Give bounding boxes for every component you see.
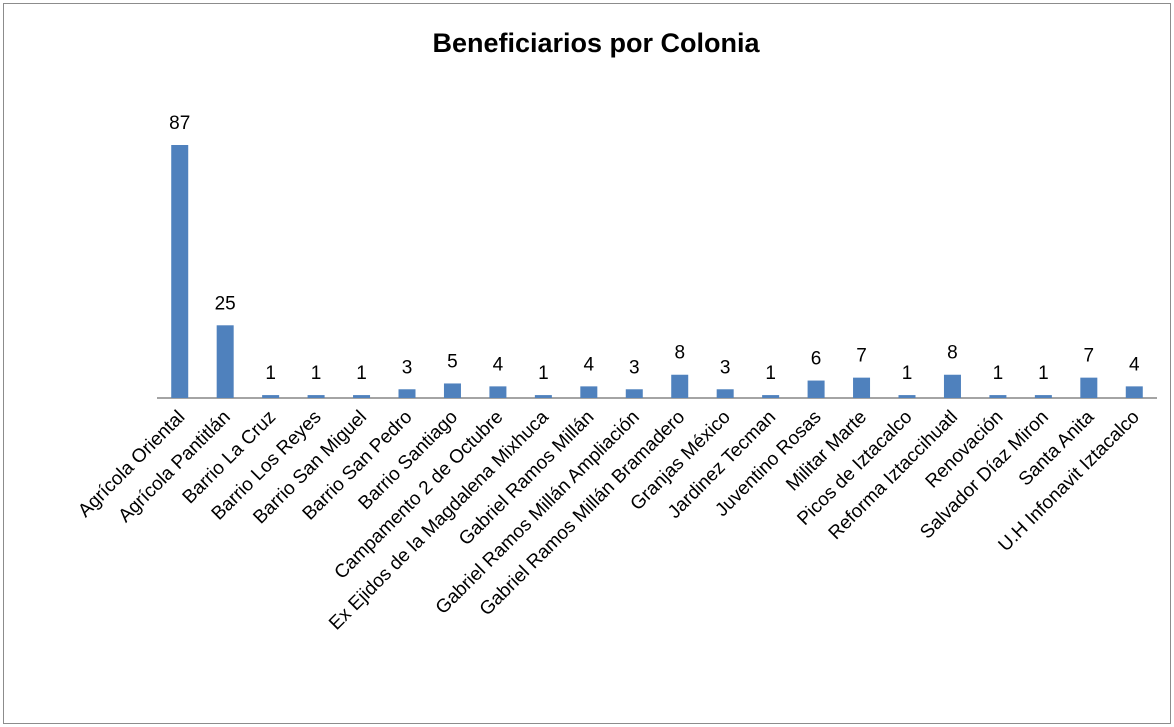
bar: [898, 395, 916, 398]
data-label: 1: [993, 363, 1004, 384]
bar: [1125, 386, 1143, 398]
bar: [853, 377, 871, 398]
data-label: 1: [765, 363, 776, 384]
bar: [534, 395, 552, 398]
bar: [307, 395, 325, 398]
data-label: 8: [674, 343, 685, 364]
bar: [398, 389, 416, 398]
data-label: 4: [493, 354, 504, 375]
data-label: 4: [1129, 354, 1140, 375]
data-label: 5: [447, 351, 458, 372]
data-label: 1: [902, 363, 913, 384]
data-label: 1: [356, 363, 367, 384]
bar: [762, 395, 780, 398]
data-label: 1: [538, 363, 549, 384]
bar: [262, 395, 280, 398]
bar: [489, 386, 507, 398]
data-label: 3: [402, 357, 413, 378]
bar: [1034, 395, 1052, 398]
data-label: 3: [629, 357, 640, 378]
bar: [443, 383, 461, 398]
data-label: 7: [1084, 346, 1095, 367]
bar: [943, 374, 961, 398]
data-label: 7: [856, 346, 867, 367]
chart-title: Beneficiarios por Colonia: [432, 28, 760, 58]
bar: [625, 389, 643, 398]
bar: [989, 395, 1007, 398]
data-label: 6: [811, 349, 822, 370]
bar: [1080, 377, 1098, 398]
data-label: 4: [584, 354, 595, 375]
data-label: 1: [265, 363, 276, 384]
data-label: 1: [311, 363, 322, 384]
data-label: 87: [169, 113, 190, 134]
bar: [580, 386, 598, 398]
data-label: 8: [947, 343, 958, 364]
data-label: 1: [1038, 363, 1049, 384]
bar: [716, 389, 734, 398]
bar: [671, 374, 689, 398]
bar: [216, 325, 234, 398]
bar: [807, 380, 825, 398]
chart-frame: [3, 3, 1171, 724]
bar: [171, 145, 189, 398]
data-label: 3: [720, 357, 731, 378]
bar: [353, 395, 371, 398]
data-label: 25: [215, 293, 236, 314]
